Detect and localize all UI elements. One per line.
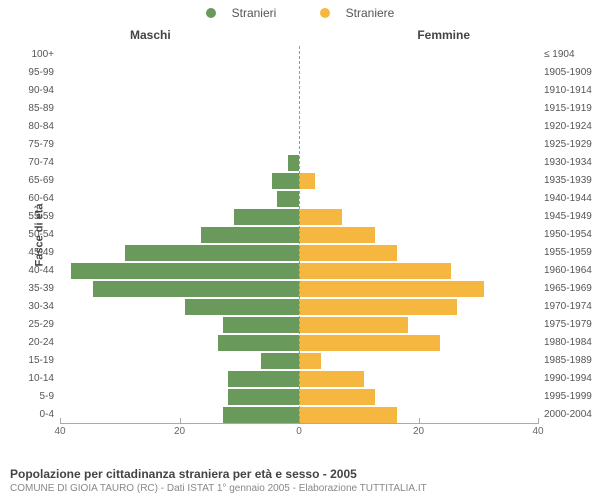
birth-year-label: 1930-1934 bbox=[544, 158, 592, 168]
birth-year-label: 1940-1944 bbox=[544, 194, 592, 204]
x-tick bbox=[419, 418, 420, 424]
bar-male bbox=[223, 407, 299, 423]
x-axis: 402002040 bbox=[60, 423, 538, 446]
bar-male bbox=[223, 317, 299, 333]
age-label: 95-99 bbox=[28, 68, 54, 78]
bar-male bbox=[218, 335, 299, 351]
age-label: 40-44 bbox=[28, 266, 54, 276]
bar-female bbox=[299, 263, 451, 279]
age-label: 15-19 bbox=[28, 356, 54, 366]
birth-year-label: 1920-1924 bbox=[544, 122, 592, 132]
birth-year-label: 1955-1959 bbox=[544, 248, 592, 258]
legend: Stranieri Straniere bbox=[0, 6, 600, 21]
age-label: 65-69 bbox=[28, 176, 54, 186]
bar-female bbox=[299, 371, 364, 387]
age-label: 60-64 bbox=[28, 194, 54, 204]
age-label: 55-59 bbox=[28, 212, 54, 222]
age-label: 10-14 bbox=[28, 374, 54, 384]
column-title-left: Maschi bbox=[130, 28, 171, 42]
birth-year-label: ≤ 1904 bbox=[544, 50, 575, 60]
bar-female bbox=[299, 317, 408, 333]
birth-year-label: 1995-1999 bbox=[544, 392, 592, 402]
bar-male bbox=[288, 155, 299, 171]
x-tick bbox=[180, 418, 181, 424]
age-label: 20-24 bbox=[28, 338, 54, 348]
birth-year-label: 1910-1914 bbox=[544, 86, 592, 96]
y-axis-left: Fasce di età bbox=[8, 46, 20, 424]
age-label: 90-94 bbox=[28, 86, 54, 96]
age-label: 30-34 bbox=[28, 302, 54, 312]
birth-year-label: 2000-2004 bbox=[544, 410, 592, 420]
bar-male bbox=[261, 353, 299, 369]
x-tick-label: 40 bbox=[532, 426, 543, 437]
bar-female bbox=[299, 353, 321, 369]
legend-label-female: Straniere bbox=[346, 6, 395, 20]
birth-year-label: 1925-1929 bbox=[544, 140, 592, 150]
legend-label-male: Stranieri bbox=[232, 6, 277, 20]
bar-female bbox=[299, 389, 375, 405]
bar-male bbox=[201, 227, 299, 243]
plot-area: 100+≤ 190495-991905-190990-941910-191485… bbox=[60, 46, 538, 424]
age-label: 35-39 bbox=[28, 284, 54, 294]
age-label: 50-54 bbox=[28, 230, 54, 240]
bar-male bbox=[185, 299, 299, 315]
bar-male bbox=[228, 371, 299, 387]
bar-female bbox=[299, 281, 484, 297]
bar-female bbox=[299, 299, 457, 315]
bar-female bbox=[299, 335, 440, 351]
bar-female bbox=[299, 173, 315, 189]
birth-year-label: 1980-1984 bbox=[544, 338, 592, 348]
birth-year-label: 1935-1939 bbox=[544, 176, 592, 186]
birth-year-label: 1945-1949 bbox=[544, 212, 592, 222]
bar-female bbox=[299, 245, 397, 261]
birth-year-label: 1975-1979 bbox=[544, 320, 592, 330]
footer: Popolazione per cittadinanza straniera p… bbox=[10, 467, 590, 494]
bar-female bbox=[299, 209, 342, 225]
x-tick-label: 20 bbox=[174, 426, 185, 437]
x-tick-label: 20 bbox=[413, 426, 424, 437]
bar-male bbox=[71, 263, 299, 279]
footer-subtitle: COMUNE DI GIOIA TAURO (RC) - Dati ISTAT … bbox=[10, 483, 590, 494]
x-tick bbox=[538, 418, 539, 424]
bar-male bbox=[272, 173, 299, 189]
bar-female bbox=[299, 407, 397, 423]
birth-year-label: 1915-1919 bbox=[544, 104, 592, 114]
age-label: 100+ bbox=[31, 50, 54, 60]
column-title-right: Femmine bbox=[417, 28, 470, 42]
bar-female bbox=[299, 227, 375, 243]
age-label: 0-4 bbox=[40, 410, 54, 420]
age-label: 80-84 bbox=[28, 122, 54, 132]
bar-male bbox=[234, 209, 299, 225]
bar-male bbox=[228, 389, 299, 405]
bar-male bbox=[93, 281, 299, 297]
birth-year-label: 1950-1954 bbox=[544, 230, 592, 240]
legend-swatch-female bbox=[320, 8, 330, 18]
bar-male bbox=[277, 191, 299, 207]
birth-year-label: 1960-1964 bbox=[544, 266, 592, 276]
birth-year-label: 1990-1994 bbox=[544, 374, 592, 384]
x-tick bbox=[60, 418, 61, 424]
legend-item-female: Straniere bbox=[310, 6, 405, 20]
legend-swatch-male bbox=[206, 8, 216, 18]
birth-year-label: 1905-1909 bbox=[544, 68, 592, 78]
age-label: 5-9 bbox=[40, 392, 54, 402]
birth-year-label: 1965-1969 bbox=[544, 284, 592, 294]
footer-title: Popolazione per cittadinanza straniera p… bbox=[10, 467, 590, 481]
x-tick-label: 0 bbox=[296, 426, 302, 437]
age-label: 75-79 bbox=[28, 140, 54, 150]
population-pyramid-chart: Stranieri Straniere Maschi Femmine Fasce… bbox=[0, 0, 600, 500]
bar-male bbox=[125, 245, 299, 261]
center-line bbox=[299, 46, 300, 424]
age-label: 25-29 bbox=[28, 320, 54, 330]
birth-year-label: 1985-1989 bbox=[544, 356, 592, 366]
x-tick-label: 40 bbox=[54, 426, 65, 437]
age-label: 45-49 bbox=[28, 248, 54, 258]
age-label: 70-74 bbox=[28, 158, 54, 168]
birth-year-label: 1970-1974 bbox=[544, 302, 592, 312]
legend-item-male: Stranieri bbox=[196, 6, 287, 20]
age-label: 85-89 bbox=[28, 104, 54, 114]
